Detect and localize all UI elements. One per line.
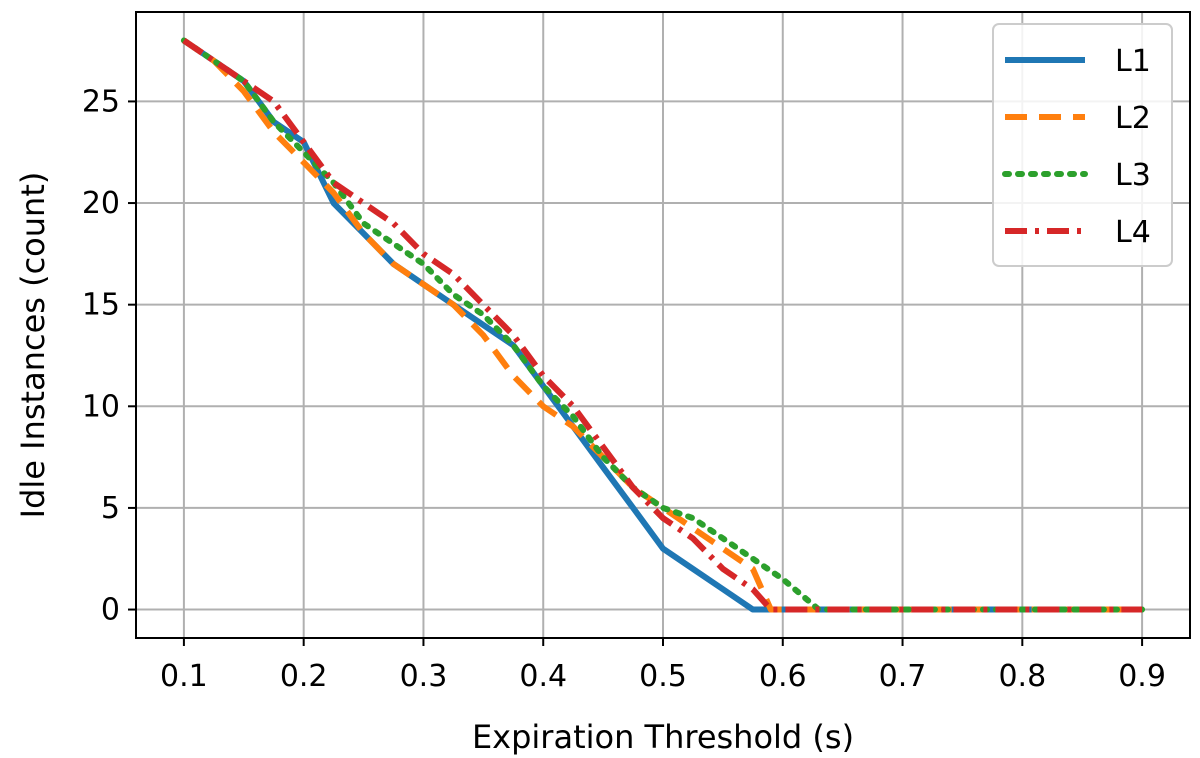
y-axis-label: Idle Instances (count) bbox=[14, 172, 52, 519]
x-tick-label: 0.3 bbox=[400, 659, 448, 694]
y-tick-label: 20 bbox=[82, 186, 120, 221]
y-tick-label: 15 bbox=[82, 288, 120, 323]
y-tick-label: 10 bbox=[82, 389, 120, 424]
series-line-l4 bbox=[182, 38, 1143, 613]
y-tick-label: 0 bbox=[101, 593, 120, 628]
x-tick-label: 0.4 bbox=[519, 659, 567, 694]
y-axis-ticks: 0 5 10 15 20 25 bbox=[82, 84, 136, 628]
x-tick-label: 0.2 bbox=[280, 659, 328, 694]
series-lines bbox=[180, 37, 1146, 613]
x-tick-label: 0.1 bbox=[160, 659, 208, 694]
legend: L1 L2 L3 L4 bbox=[992, 23, 1173, 267]
legend-box bbox=[992, 23, 1173, 267]
legend-label-l3: L3 bbox=[1115, 158, 1151, 193]
x-axis-label: Expiration Threshold (s) bbox=[472, 718, 854, 756]
x-tick-label: 0.9 bbox=[1118, 659, 1166, 694]
legend-label-l1: L1 bbox=[1115, 44, 1151, 79]
x-tick-label: 0.8 bbox=[998, 659, 1046, 694]
legend-label-l2: L2 bbox=[1115, 101, 1151, 136]
y-tick-label: 25 bbox=[82, 84, 120, 119]
x-tick-label: 0.7 bbox=[879, 659, 927, 694]
x-axis-ticks: 0.1 0.2 0.3 0.4 0.5 0.6 0.7 0.8 0.9 bbox=[160, 638, 1166, 694]
x-tick-label: 0.6 bbox=[759, 659, 807, 694]
x-tick-label: 0.5 bbox=[639, 659, 687, 694]
legend-label-l4: L4 bbox=[1115, 215, 1151, 250]
y-tick-label: 5 bbox=[101, 491, 120, 526]
